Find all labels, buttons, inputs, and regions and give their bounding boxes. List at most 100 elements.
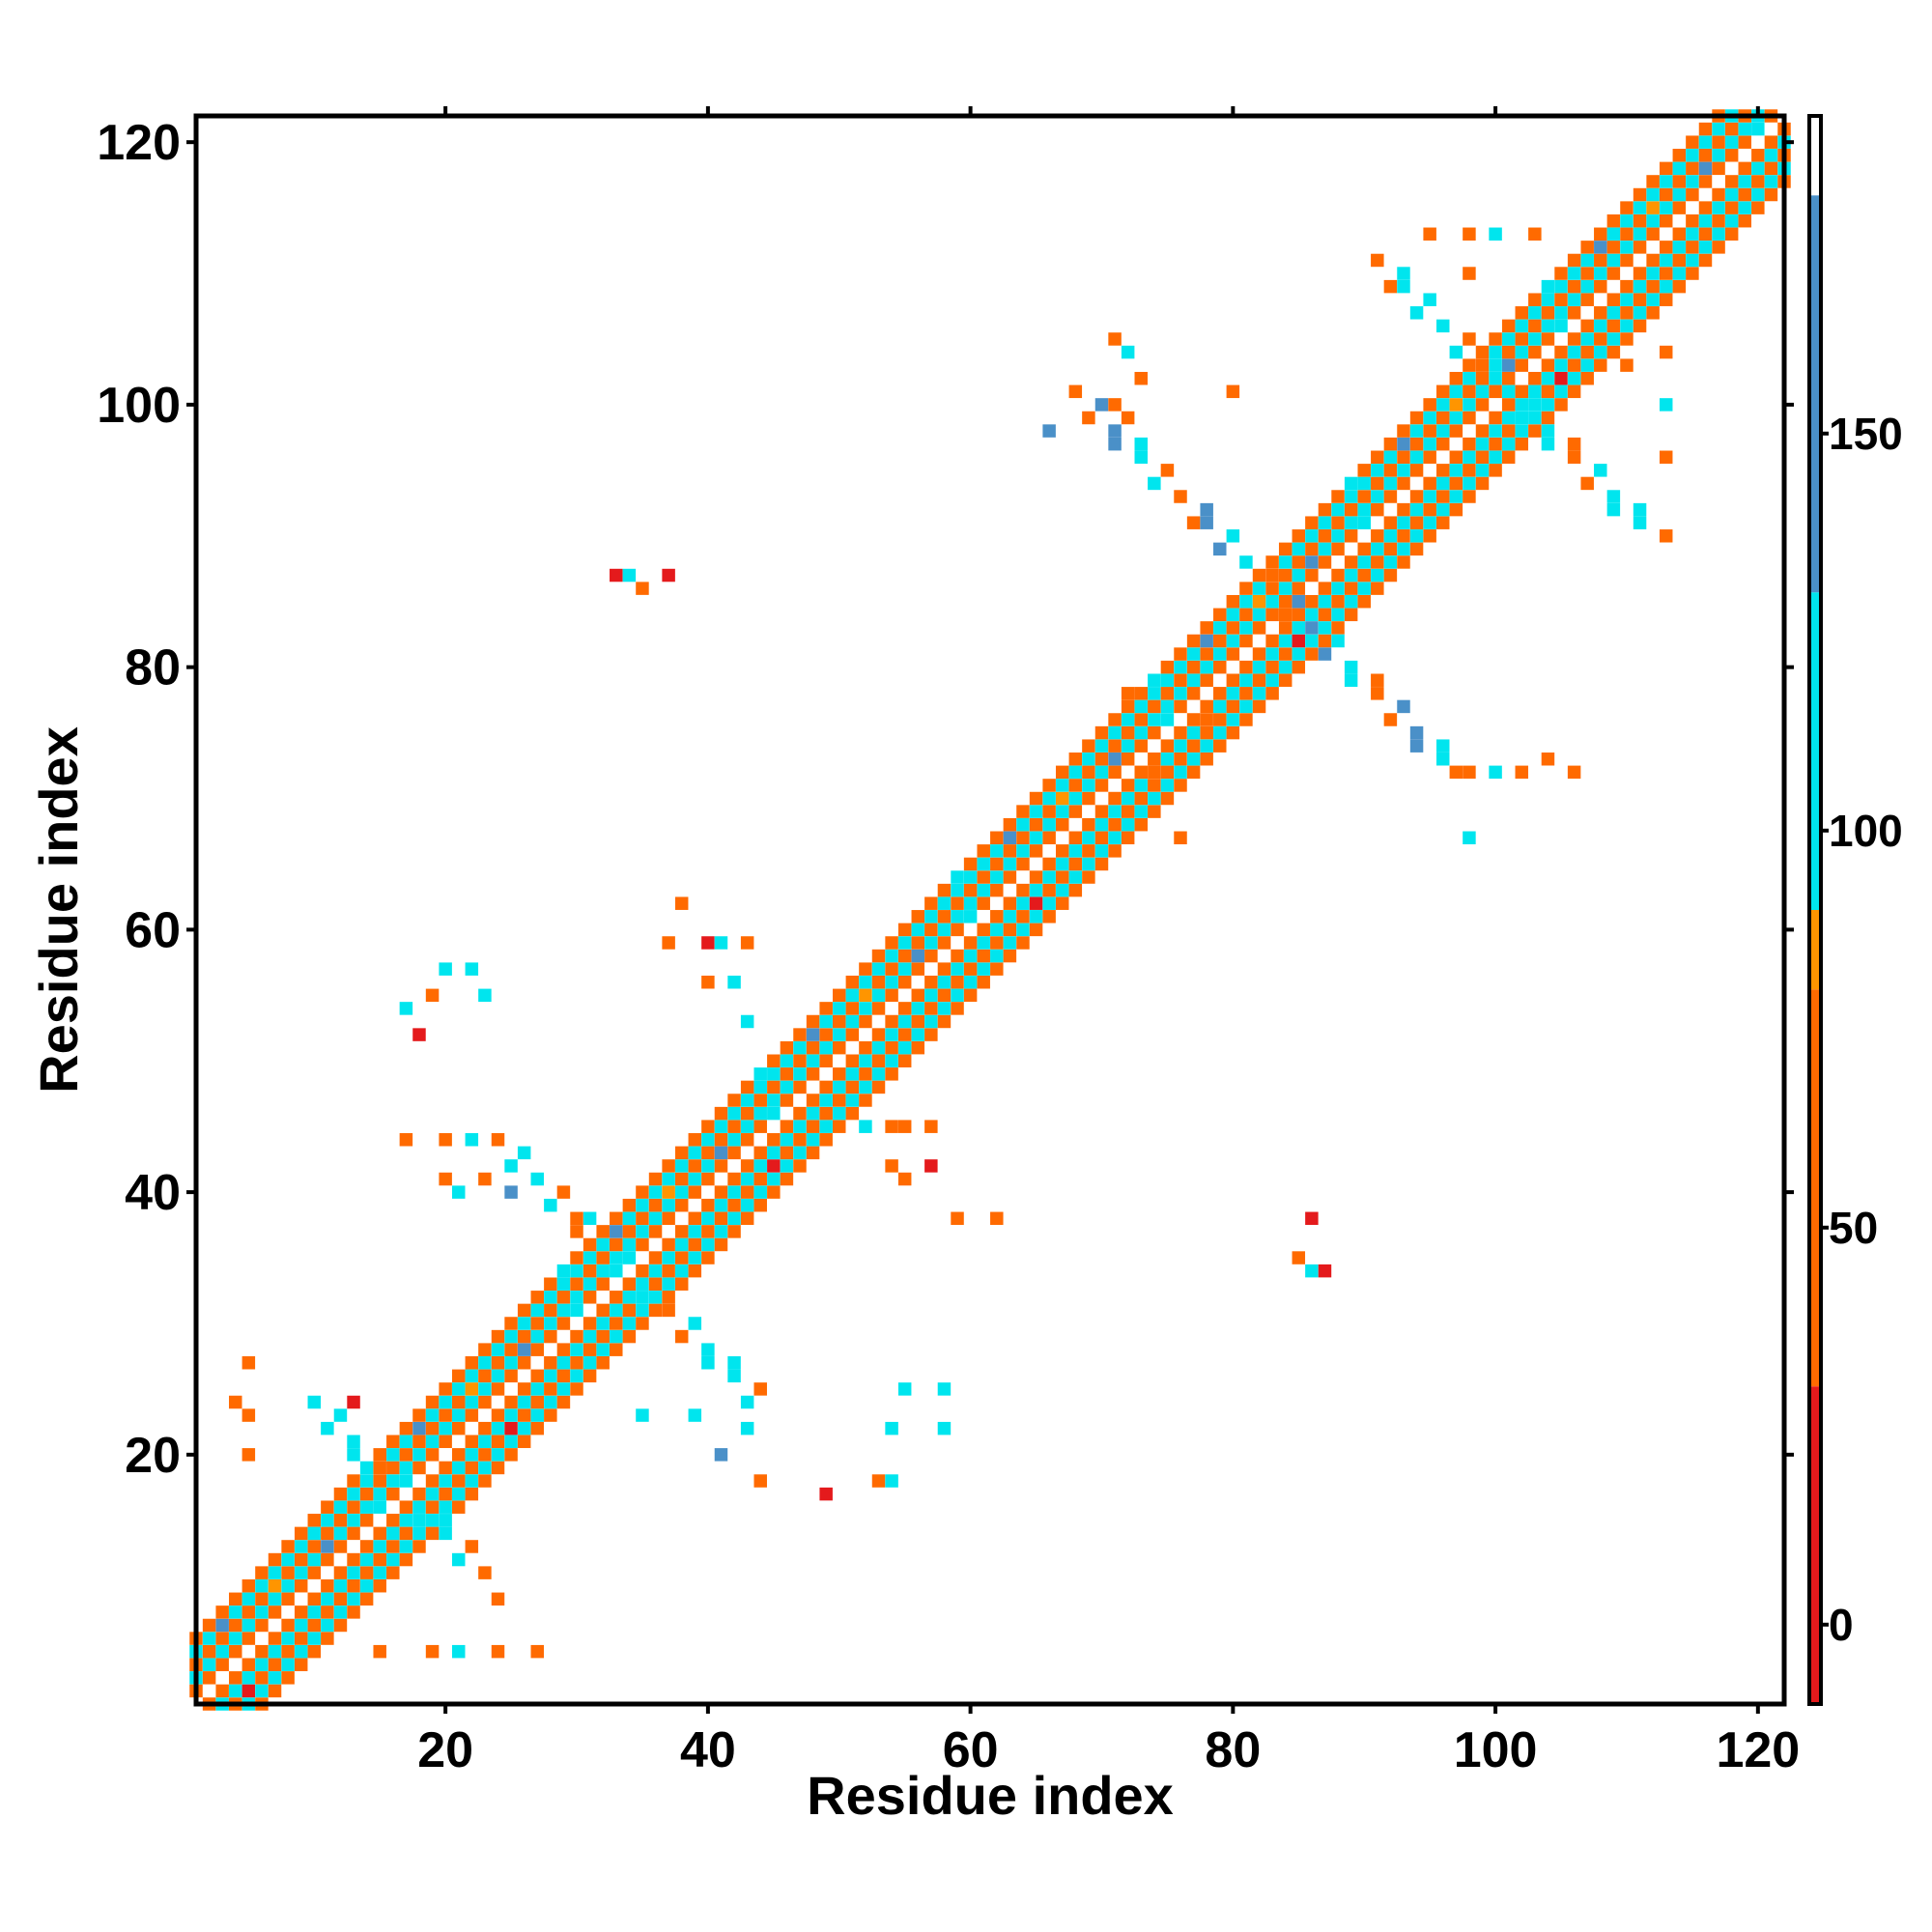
heatmap-cell (1712, 149, 1725, 162)
heatmap-cell (727, 1146, 741, 1160)
heatmap-cell (701, 1225, 715, 1238)
heatmap-cell (1463, 831, 1476, 845)
heatmap-cell (465, 1133, 479, 1147)
heatmap-cell (674, 1198, 689, 1212)
heatmap-cell (1252, 594, 1266, 609)
heatmap-cell (215, 1684, 229, 1698)
heatmap-cell (1305, 608, 1319, 622)
heatmap-cell (885, 1054, 898, 1067)
heatmap-cell (648, 1291, 663, 1304)
heatmap-cell (556, 1277, 571, 1291)
heatmap-cell (386, 1448, 400, 1462)
heatmap-cell (268, 1684, 282, 1698)
heatmap-cell (1606, 293, 1621, 306)
heatmap-cell (1567, 765, 1581, 780)
heatmap-cell (1475, 384, 1490, 399)
heatmap-cell (1265, 647, 1279, 661)
heatmap-cell (452, 1448, 466, 1462)
heatmap-cell (871, 1040, 886, 1055)
heatmap-cell (1055, 857, 1069, 871)
heatmap-cell (1515, 319, 1529, 333)
heatmap-cell (924, 1028, 938, 1041)
heatmap-cell (753, 1067, 767, 1081)
heatmap-cell (242, 1605, 256, 1619)
heatmap-cell (255, 1644, 269, 1659)
heatmap-cell (885, 975, 898, 989)
heatmap-cell (1134, 779, 1148, 792)
heatmap-cell (1554, 279, 1568, 294)
heatmap-cell (1160, 660, 1175, 674)
heatmap-cell (517, 1303, 531, 1318)
heatmap-cell (1515, 437, 1529, 451)
heatmap-cell (662, 1185, 675, 1199)
heatmap-cell (1606, 502, 1621, 517)
heatmap-cell (845, 1067, 860, 1081)
heatmap-cell (582, 1291, 597, 1304)
heatmap-cell (833, 1106, 846, 1121)
heatmap-cell (307, 1605, 322, 1619)
heatmap-cell (1239, 594, 1253, 609)
heatmap-cell (740, 1120, 754, 1133)
heatmap-cell (1108, 739, 1122, 753)
heatmap-cell (1409, 464, 1424, 477)
heatmap-cell (1082, 844, 1095, 858)
heatmap-cell (1292, 660, 1306, 674)
heatmap-cell (504, 1329, 518, 1344)
heatmap-cell (871, 1067, 886, 1081)
heatmap-cell (1738, 135, 1751, 149)
heatmap-cell (347, 1578, 360, 1593)
heatmap-cell (412, 1421, 426, 1435)
heatmap-cell (491, 1461, 505, 1475)
heatmap-cell (1698, 135, 1713, 149)
heatmap-cell (412, 1514, 426, 1527)
heatmap-cell (1016, 910, 1030, 923)
heatmap-cell (1082, 753, 1095, 766)
heatmap-cell (1016, 936, 1030, 950)
heatmap-cell (1501, 332, 1516, 346)
heatmap-cell (1082, 857, 1095, 871)
heatmap-cell (806, 1094, 820, 1107)
heatmap-cell (897, 962, 912, 976)
heatmap-cell (1738, 213, 1751, 228)
heatmap-cell (793, 1120, 807, 1133)
heatmap-cell (636, 1237, 649, 1252)
heatmap-cell (1042, 424, 1056, 438)
heatmap-cell (399, 1461, 413, 1475)
heatmap-cell (819, 1040, 833, 1055)
heatmap-cell (1620, 332, 1634, 346)
heatmap-cell (1764, 175, 1778, 188)
heatmap-cell (321, 1578, 334, 1593)
heatmap-cell (897, 975, 912, 989)
heatmap-cell (1501, 411, 1516, 425)
heatmap-cell (767, 1054, 781, 1067)
heatmap-cell (1121, 779, 1135, 792)
heatmap-cell (977, 962, 990, 976)
heatmap-cell (1029, 844, 1043, 858)
heatmap-cell (1489, 411, 1502, 425)
heatmap-cell (1686, 213, 1699, 228)
heatmap-cell (753, 1146, 767, 1160)
heatmap-cell (294, 1552, 308, 1567)
heatmap-cell (674, 1329, 689, 1344)
heatmap-cell (1620, 241, 1634, 254)
heatmap-cell (767, 1146, 781, 1160)
heatmap-cell (412, 1435, 426, 1449)
heatmap-cell (1213, 647, 1227, 661)
heatmap-cell (242, 1618, 256, 1633)
heatmap-cell (662, 1303, 675, 1318)
colorbar-segment (1809, 1386, 1821, 1704)
heatmap-cell (1292, 542, 1306, 556)
heatmap-cell (1606, 319, 1621, 333)
heatmap-cell (1501, 450, 1516, 464)
heatmap-cell (1226, 713, 1240, 726)
heatmap-cell (885, 1067, 898, 1081)
heatmap-cell (701, 1237, 715, 1252)
heatmap-cell (1068, 753, 1083, 766)
heatmap-cell (688, 1264, 702, 1278)
heatmap-cell (1082, 817, 1095, 832)
heatmap-cell (478, 1461, 492, 1475)
colorbar-tick-label: 100 (1829, 806, 1903, 856)
heatmap-cell (307, 1552, 322, 1567)
heatmap-cell (727, 1133, 741, 1147)
heatmap-cell (1371, 673, 1384, 687)
